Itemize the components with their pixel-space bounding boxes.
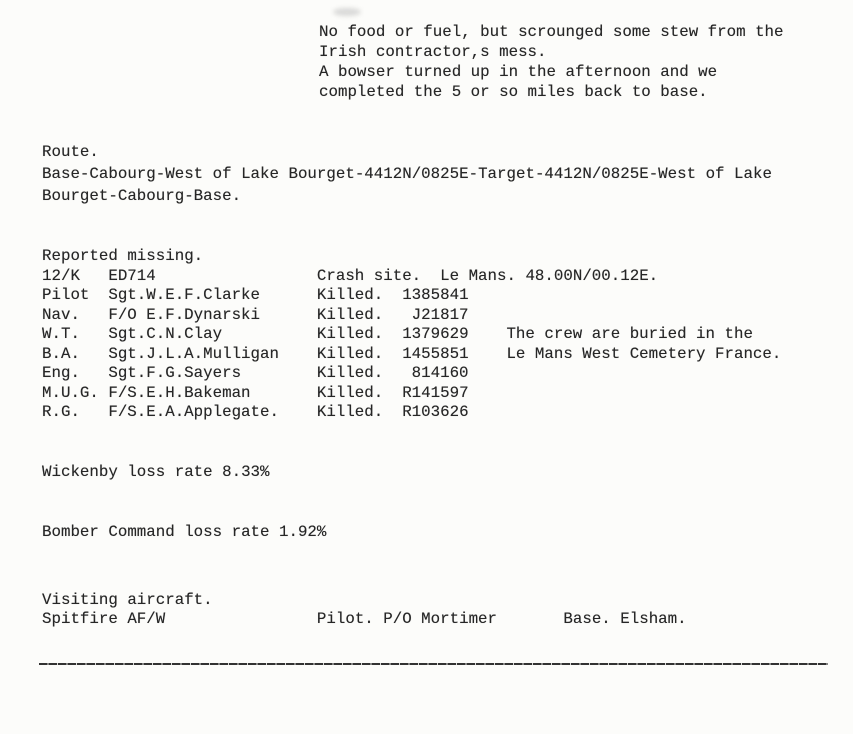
crew-row: B.A. Sgt.J.L.A.Mulligan Killed. 1455851 …	[42, 345, 781, 365]
crew-service-number-cell: 814160	[411, 364, 469, 382]
crew-role-cell: Pilot	[42, 286, 90, 304]
reported-missing-section: Reported missing. 12/K ED714 Crash site.…	[42, 247, 781, 423]
crew-row: Nav. F/O E.F.Dynarski Killed. J21817	[42, 306, 781, 326]
reported-missing-heading: Reported missing.	[42, 247, 204, 265]
visiting-aircraft-heading: Visiting aircraft.	[42, 591, 213, 609]
wickenby-loss-rate: Wickenby loss rate 8.33%	[42, 463, 270, 481]
crew-status-cell: Killed.	[316, 364, 384, 382]
crew-role-cell: R.G.	[42, 403, 80, 421]
crash-site-label: Crash site.	[316, 266, 422, 285]
divider-line	[39, 663, 828, 665]
crew-status-cell: Killed.	[316, 344, 384, 363]
crew-service-number-cell: 1455851	[402, 344, 469, 363]
note-line: Irish contractor,s mess.	[319, 43, 547, 61]
crew-row: Eng. Sgt.F.G.Sayers Killed. 814160	[42, 364, 781, 384]
route-line: Bourget-Cabourg-Base.	[42, 187, 242, 205]
crew-role-cell: B.A.	[42, 344, 80, 363]
visiting-aircraft-name: Spitfire AF/W	[42, 610, 166, 628]
crew-name-cell: Sgt.J.L.A.Mulligan	[108, 344, 279, 363]
crew-status-cell: Killed.	[316, 403, 384, 421]
crew-row: M.U.G. F/S.E.H.Bakeman Killed. R141597	[42, 384, 781, 404]
crew-row: Pilot Sgt.W.E.F.Clarke Killed. 1385841	[42, 286, 781, 306]
crew-service-number-cell: R103626	[402, 403, 469, 421]
crew-name-cell: Sgt.F.G.Sayers	[108, 364, 242, 382]
crew-role-cell: W.T.	[42, 325, 80, 343]
route-line: Base-Cabourg-West of Lake Bourget-4412N/…	[42, 165, 772, 183]
note-line: completed the 5 or so miles back to base…	[319, 83, 708, 101]
crew-name-cell: F/S.E.A.Applegate.	[108, 403, 279, 421]
crew-status-cell: Killed.	[316, 383, 384, 402]
visiting-aircraft-row: Spitfire AF/W Pilot. P/O Mortimer Base. …	[42, 610, 687, 628]
aircraft-row: 12/K ED714 Crash site. Le Mans. 48.00N/0…	[42, 267, 781, 287]
visiting-aircraft-section: Visiting aircraft. Spitfire AF/W Pilot. …	[42, 591, 687, 628]
crew-name-cell: Sgt.W.E.F.Clarke	[108, 286, 261, 304]
crew-role-cell: M.U.G.	[42, 383, 99, 402]
crew-service-number-cell: 1379629	[402, 325, 469, 343]
visiting-aircraft-pilot: Pilot. P/O Mortimer	[316, 610, 498, 628]
crew-status-cell: Killed.	[316, 325, 384, 343]
crew-role-cell: Eng.	[42, 364, 80, 382]
crew-note-cell: Le Mans West Cemetery France.	[506, 344, 782, 363]
aircraft-code-cell: 12/K	[42, 266, 80, 285]
bomber-command-loss-rate: Bomber Command loss rate 1.92%	[42, 523, 327, 541]
crew-note-cell: The crew are buried in the	[506, 325, 753, 343]
crew-name-cell: F/S.E.H.Bakeman	[108, 383, 251, 402]
crew-status-cell: Killed.	[316, 286, 384, 304]
note-line: No food or fuel, but scrounged some stew…	[319, 23, 784, 41]
crew-service-number-cell: 1385841	[402, 286, 469, 304]
crew-service-number-cell: R141597	[402, 383, 469, 402]
route-heading: Route.	[42, 143, 99, 161]
crew-role-cell: Nav.	[42, 305, 80, 324]
crew-row: R.G. F/S.E.A.Applegate. Killed. R103626	[42, 403, 781, 423]
visiting-aircraft-base: Base. Elsham.	[563, 610, 687, 628]
scan-smudge-mark	[333, 8, 361, 16]
crew-service-number-cell: J21817	[411, 305, 469, 324]
route-section: Route. Base-Cabourg-West of Lake Bourget…	[42, 141, 772, 207]
crash-site-location: Le Mans. 48.00N/00.12E.	[440, 266, 659, 285]
narrative-note: No food or fuel, but scrounged some stew…	[319, 22, 784, 102]
crew-name-cell: F/O E.F.Dynarski	[108, 305, 261, 324]
aircraft-serial-cell: ED714	[108, 266, 156, 285]
crew-status-cell: Killed.	[316, 305, 384, 324]
crew-name-cell: Sgt.C.N.Clay	[108, 325, 223, 343]
crew-row: W.T. Sgt.C.N.Clay Killed. 1379629 The cr…	[42, 325, 781, 345]
note-line: A bowser turned up in the afternoon and …	[319, 63, 718, 81]
